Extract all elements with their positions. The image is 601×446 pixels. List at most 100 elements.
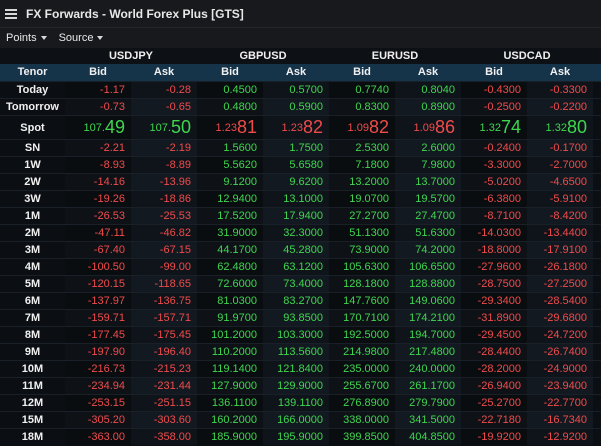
ask-cell[interactable]: -18.86 bbox=[131, 191, 197, 207]
bid-cell[interactable]: 2.5300 bbox=[329, 140, 395, 156]
ask-cell[interactable]: -13.96 bbox=[131, 174, 197, 190]
bid-cell[interactable]: 44.1700 bbox=[197, 242, 263, 258]
ask-cell[interactable]: -8.4200 bbox=[527, 208, 593, 224]
ask-cell[interactable]: -26.1800 bbox=[527, 259, 593, 275]
ask-cell[interactable]: 32.3000 bbox=[263, 225, 329, 241]
ask-cell[interactable]: -17.9100 bbox=[527, 242, 593, 258]
spot-ask-cell[interactable]: 1.32 80 bbox=[527, 116, 593, 139]
ask-cell[interactable]: -157.71 bbox=[131, 310, 197, 326]
ask-cell[interactable]: -136.75 bbox=[131, 293, 197, 309]
bid-cell[interactable]: 12.9400 bbox=[197, 191, 263, 207]
bid-cell[interactable]: -0.4300 bbox=[461, 82, 527, 98]
ask-cell[interactable]: 139.1100 bbox=[263, 395, 329, 411]
ask-cell[interactable]: 51.6300 bbox=[395, 225, 461, 241]
ask-cell[interactable]: -251.15 bbox=[131, 395, 197, 411]
ask-cell[interactable]: -25.53 bbox=[131, 208, 197, 224]
ask-cell[interactable]: -0.65 bbox=[131, 99, 197, 115]
bid-cell[interactable]: 19.0700 bbox=[329, 191, 395, 207]
bid-cell[interactable]: -14.0300 bbox=[461, 225, 527, 241]
bid-cell[interactable]: 101.2000 bbox=[197, 327, 263, 343]
bid-cell[interactable]: -19.9200 bbox=[461, 429, 527, 445]
bid-cell[interactable]: 399.8500 bbox=[329, 429, 395, 445]
table-row[interactable]: 12M -253.15 -251.15 136.1100 139.1100 276.890… bbox=[0, 394, 601, 411]
ask-cell[interactable]: 5.6580 bbox=[263, 157, 329, 173]
bid-cell[interactable]: -67.40 bbox=[65, 242, 131, 258]
ask-cell[interactable]: -13.4400 bbox=[527, 225, 593, 241]
bid-cell[interactable]: -253.15 bbox=[65, 395, 131, 411]
bid-cell[interactable]: 119.1400 bbox=[197, 361, 263, 377]
ask-cell[interactable]: -8.89 bbox=[131, 157, 197, 173]
ask-cell[interactable]: 2.6000 bbox=[395, 140, 461, 156]
bid-cell[interactable]: -29.3400 bbox=[461, 293, 527, 309]
ask-cell[interactable]: -28.5400 bbox=[527, 293, 593, 309]
bid-cell[interactable]: -363.00 bbox=[65, 429, 131, 445]
bid-header[interactable]: Bid bbox=[353, 66, 371, 78]
table-row[interactable]: 8M -177.45 -175.45 101.2000 103.3000 192.5000… bbox=[0, 326, 601, 343]
bid-cell[interactable]: -28.7500 bbox=[461, 276, 527, 292]
tenor-header[interactable]: Tenor bbox=[17, 66, 48, 78]
ask-cell[interactable]: 129.9000 bbox=[263, 378, 329, 394]
ask-cell[interactable]: 261.1700 bbox=[395, 378, 461, 394]
table-row[interactable]: 4M -100.50 -99.00 62.4800 63.1200 105.6300 106… bbox=[0, 258, 601, 275]
bid-header[interactable]: Bid bbox=[221, 66, 239, 78]
ask-cell[interactable]: -23.9400 bbox=[527, 378, 593, 394]
ask-cell[interactable]: 404.8500 bbox=[395, 429, 461, 445]
bid-cell[interactable]: 72.6000 bbox=[197, 276, 263, 292]
bid-cell[interactable]: -0.2400 bbox=[461, 140, 527, 156]
bid-cell[interactable]: 5.5620 bbox=[197, 157, 263, 173]
ask-cell[interactable]: 19.5700 bbox=[395, 191, 461, 207]
bid-cell[interactable]: -25.2700 bbox=[461, 395, 527, 411]
spot-ask-cell[interactable]: 107. 50 bbox=[131, 116, 197, 139]
bid-cell[interactable]: 214.9800 bbox=[329, 344, 395, 360]
bid-cell[interactable]: 0.4800 bbox=[197, 99, 263, 115]
bid-cell[interactable]: 9.1200 bbox=[197, 174, 263, 190]
bid-cell[interactable]: -197.90 bbox=[65, 344, 131, 360]
bid-cell[interactable]: 128.1800 bbox=[329, 276, 395, 292]
table-row[interactable]: 2M -47.11 -46.82 31.9000 32.3000 51.1300 51.63… bbox=[0, 224, 601, 241]
ask-cell[interactable]: -99.00 bbox=[131, 259, 197, 275]
bid-cell[interactable]: 105.6300 bbox=[329, 259, 395, 275]
table-row[interactable]: Tomorrow -0.73 -0.65 0.4800 0.5900 0.8300 0.89… bbox=[0, 98, 601, 115]
bid-cell[interactable]: 338.0000 bbox=[329, 412, 395, 428]
bid-cell[interactable]: 170.7100 bbox=[329, 310, 395, 326]
ask-cell[interactable]: 195.9000 bbox=[263, 429, 329, 445]
bid-cell[interactable]: -5.0200 bbox=[461, 174, 527, 190]
bid-cell[interactable]: 185.9000 bbox=[197, 429, 263, 445]
table-row[interactable]: 18M -363.00 -358.00 185.9000 195.9000 399.850… bbox=[0, 428, 601, 445]
ask-header[interactable]: Ask bbox=[549, 66, 571, 78]
ask-cell[interactable]: 194.7000 bbox=[395, 327, 461, 343]
ask-cell[interactable]: 13.1000 bbox=[263, 191, 329, 207]
ask-cell[interactable]: -26.7400 bbox=[527, 344, 593, 360]
ask-cell[interactable]: 74.2000 bbox=[395, 242, 461, 258]
bid-cell[interactable]: -18.8000 bbox=[461, 242, 527, 258]
ask-cell[interactable]: -215.23 bbox=[131, 361, 197, 377]
bid-cell[interactable]: 1.5600 bbox=[197, 140, 263, 156]
ask-cell[interactable]: -24.9000 bbox=[527, 361, 593, 377]
ask-cell[interactable]: 128.8800 bbox=[395, 276, 461, 292]
bid-cell[interactable]: 160.2000 bbox=[197, 412, 263, 428]
bid-cell[interactable]: -19.26 bbox=[65, 191, 131, 207]
table-row[interactable]: 15M -305.20 -303.60 160.2000 166.0000 338.000… bbox=[0, 411, 601, 428]
bid-cell[interactable]: 17.5200 bbox=[197, 208, 263, 224]
bid-cell[interactable]: -0.2500 bbox=[461, 99, 527, 115]
spot-bid-cell[interactable]: 1.23 81 bbox=[197, 116, 263, 139]
ask-cell[interactable]: -24.7200 bbox=[527, 327, 593, 343]
ask-cell[interactable]: 149.0600 bbox=[395, 293, 461, 309]
bid-cell[interactable]: -0.73 bbox=[65, 99, 131, 115]
bid-cell[interactable]: -159.71 bbox=[65, 310, 131, 326]
bid-cell[interactable]: -1.17 bbox=[65, 82, 131, 98]
bid-cell[interactable]: -3.3000 bbox=[461, 157, 527, 173]
bid-cell[interactable]: 27.2700 bbox=[329, 208, 395, 224]
table-row[interactable]: 9M -197.90 -196.40 110.2000 113.5600 214.9800… bbox=[0, 343, 601, 360]
ask-cell[interactable]: 0.5700 bbox=[263, 82, 329, 98]
bid-cell[interactable]: 235.0000 bbox=[329, 361, 395, 377]
bid-cell[interactable]: -28.2000 bbox=[461, 361, 527, 377]
ask-cell[interactable]: -358.00 bbox=[131, 429, 197, 445]
bid-cell[interactable]: 127.9000 bbox=[197, 378, 263, 394]
bid-cell[interactable]: -26.9400 bbox=[461, 378, 527, 394]
table-row[interactable]: 1M -26.53 -25.53 17.5200 17.9400 27.2700 27.47… bbox=[0, 207, 601, 224]
ask-cell[interactable]: 341.5000 bbox=[395, 412, 461, 428]
points-menu[interactable]: Points bbox=[6, 32, 47, 44]
table-row[interactable]: 10M -216.73 -215.23 119.1400 121.8400 235.000… bbox=[0, 360, 601, 377]
bid-header[interactable]: Bid bbox=[485, 66, 503, 78]
